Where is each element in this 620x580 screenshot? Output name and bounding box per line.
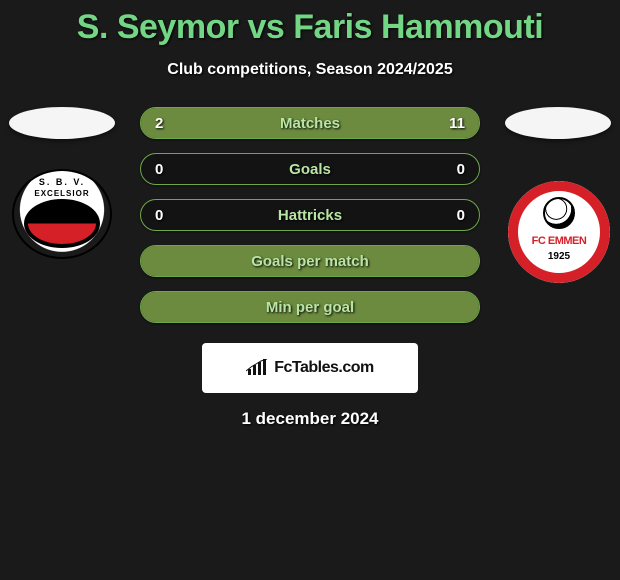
excelsior-crest: S. B. V. EXCELSIOR bbox=[12, 169, 112, 259]
bar-label: Hattricks bbox=[141, 207, 479, 224]
main-area: S. B. V. EXCELSIOR 2 Matches 11 0 Goals … bbox=[0, 107, 620, 323]
left-player-photo-placeholder bbox=[9, 107, 115, 139]
bar-label: Goals bbox=[141, 161, 479, 178]
stat-bar-hattricks: 0 Hattricks 0 bbox=[140, 199, 480, 231]
emmen-year: 1925 bbox=[508, 251, 610, 262]
excelsior-bottom-text: EXCELSIOR bbox=[14, 189, 110, 198]
left-column: S. B. V. EXCELSIOR bbox=[2, 107, 122, 269]
stat-bar-min-per-goal: Min per goal bbox=[140, 291, 480, 323]
excelsior-inner-circle bbox=[24, 199, 101, 249]
right-column: FC EMMEN 1925 bbox=[498, 107, 618, 281]
subtitle: Club competitions, Season 2024/2025 bbox=[0, 61, 620, 79]
stat-bar-goals: 0 Goals 0 bbox=[140, 153, 480, 185]
watermark: FcTables.com bbox=[202, 343, 418, 393]
right-player-photo-placeholder bbox=[505, 107, 611, 139]
right-value: 11 bbox=[437, 115, 465, 132]
left-club-badge: S. B. V. EXCELSIOR bbox=[12, 169, 112, 269]
emmen-crest: FC EMMEN 1925 bbox=[508, 181, 610, 283]
stat-bar-goals-per-match: Goals per match bbox=[140, 245, 480, 277]
bar-label: Goals per match bbox=[141, 253, 479, 270]
right-club-badge: FC EMMEN 1925 bbox=[508, 181, 608, 281]
emmen-ball-icon bbox=[543, 197, 575, 229]
emmen-text: FC EMMEN bbox=[508, 235, 610, 247]
page-title: S. Seymor vs Faris Hammouti bbox=[0, 8, 620, 47]
comparison-infographic: S. Seymor vs Faris Hammouti Club competi… bbox=[0, 0, 620, 580]
watermark-text: FcTables.com bbox=[274, 359, 374, 377]
stats-bars: 2 Matches 11 0 Goals 0 0 Hattricks 0 Goa… bbox=[140, 107, 480, 323]
right-value: 0 bbox=[437, 161, 465, 178]
bar-label: Matches bbox=[141, 115, 479, 132]
comparison-date: 1 december 2024 bbox=[0, 409, 620, 429]
bar-chart-icon bbox=[246, 359, 268, 377]
bar-label: Min per goal bbox=[141, 299, 479, 316]
stat-bar-matches: 2 Matches 11 bbox=[140, 107, 480, 139]
right-value: 0 bbox=[437, 207, 465, 224]
excelsior-top-text: S. B. V. bbox=[14, 177, 110, 187]
